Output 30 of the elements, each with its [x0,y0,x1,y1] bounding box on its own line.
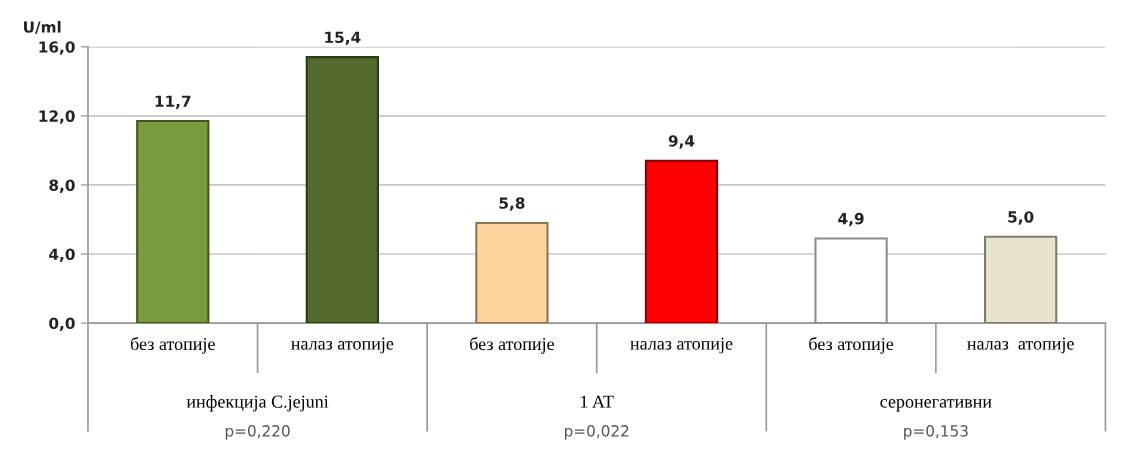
x-tick-label: без атопије [470,336,554,354]
data-label: 9,4 [668,135,695,149]
y-tick-label: 16,0 [39,41,75,55]
y-tick-label: 12,0 [39,110,75,124]
y-tick-label: 0,0 [49,317,75,332]
x-tick-label: налаз атопије [967,337,1074,354]
data-label: 5,0 [1008,211,1034,225]
data-label: 4,9 [838,212,864,227]
x-tick-label: налаз атопије [630,337,733,354]
x-tick-label: без атопије [130,336,215,354]
text: p=0,022 [564,425,629,440]
bar [984,235,1058,324]
text: серонегативни [880,399,992,412]
y-tick-label: 8,0 [49,179,75,193]
text: p=0,220 [225,425,290,440]
bar [475,221,549,324]
y-axis-title: U/ml [24,20,61,34]
data-label: 5,8 [499,197,525,211]
data-label: 11,7 [155,95,191,109]
bar [136,120,210,324]
y-tick-label: 4,0 [49,248,75,262]
text: 1 AT [581,395,614,408]
x-tick-label: без атопије [809,336,894,354]
bar [814,237,888,324]
text: p=0,153 [904,425,968,440]
text: инфекција C.jejuni [186,395,329,412]
x-tick-label: налаз атопије [291,337,394,354]
data-label: 15,4 [325,31,361,46]
bar [644,159,719,324]
bar [305,56,379,324]
